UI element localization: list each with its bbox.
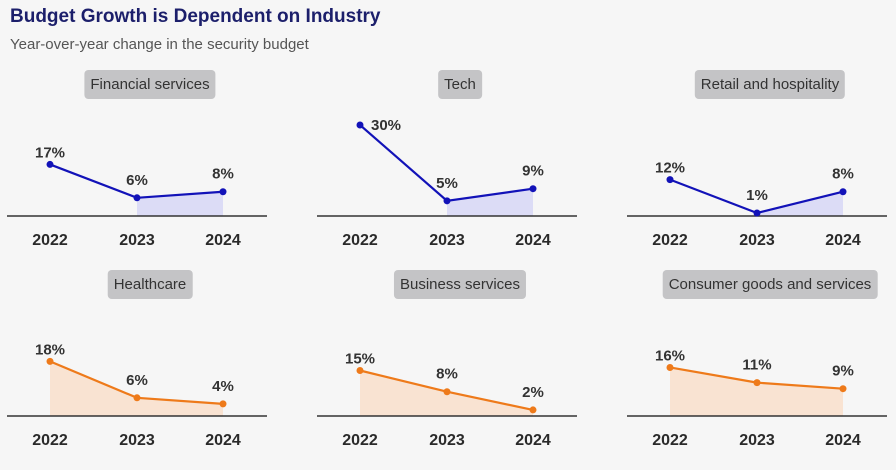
data-label: 2% — [522, 384, 544, 401]
x-tick-label: 2024 — [825, 232, 861, 249]
chart-svg: 16% 2022 11% 2023 9% 2024 — [627, 347, 887, 449]
data-label: 6% — [126, 372, 148, 389]
chart-tech: 30% 2022 5% 2023 9% 2024 Tech — [315, 70, 605, 270]
chart-consumer-goods: 16% 2022 11% 2023 9% 2024 Consumer goods and … — [625, 270, 896, 470]
chart-title: Healthcare — [107, 270, 193, 299]
x-tick-label: 2023 — [739, 432, 775, 449]
area-fill — [137, 191, 223, 216]
data-point — [133, 394, 141, 402]
x-tick-label: 2024 — [515, 232, 551, 249]
page-subtitle: Year-over-year change in the security bu… — [10, 36, 309, 53]
data-label: 6% — [126, 172, 148, 189]
data-point — [219, 400, 227, 408]
x-tick-label: 2022 — [342, 432, 378, 449]
data-point — [356, 121, 364, 129]
data-label: 9% — [522, 163, 544, 180]
chart-title: Financial services — [84, 70, 216, 99]
chart-svg: 15% 2022 8% 2023 2% 2024 — [317, 351, 577, 449]
x-tick-label: 2023 — [119, 432, 155, 449]
x-tick-label: 2023 — [429, 232, 465, 249]
data-label: 16% — [655, 347, 685, 364]
data-point — [356, 367, 364, 374]
data-label: 5% — [436, 175, 458, 192]
area-fill — [447, 188, 533, 216]
x-tick-label: 2024 — [205, 232, 241, 249]
x-tick-label: 2022 — [32, 432, 68, 449]
chart-title: Business services — [393, 270, 527, 299]
chart-title: Retail and hospitality — [694, 70, 846, 99]
chart-title: Consumer goods and services — [662, 270, 878, 299]
chart-retail-hospitality: 12% 2022 1% 2023 8% 2024 Retail and hospitali… — [625, 70, 896, 270]
data-point — [46, 357, 54, 365]
data-label: 12% — [655, 160, 685, 177]
chart-svg: 17% 2022 6% 2023 8% 2024 — [7, 144, 267, 249]
data-point — [839, 188, 847, 196]
data-label: 30% — [371, 117, 401, 134]
data-label: 8% — [436, 366, 458, 383]
x-tick-label: 2024 — [205, 432, 241, 449]
data-label: 11% — [742, 357, 771, 374]
data-point — [529, 406, 537, 414]
area-fill — [50, 361, 223, 416]
data-point — [753, 209, 761, 217]
data-point — [753, 379, 761, 387]
x-tick-label: 2022 — [342, 232, 378, 249]
area-fill — [670, 367, 843, 416]
x-tick-label: 2024 — [515, 432, 551, 449]
data-point — [529, 185, 537, 193]
chart-title: Tech — [438, 70, 482, 99]
data-point — [46, 160, 54, 168]
chart-svg: 18% 2022 6% 2023 4% 2024 — [7, 341, 267, 449]
chart-healthcare: 18% 2022 6% 2023 4% 2024 Healthcare — [5, 270, 295, 470]
x-tick-label: 2023 — [739, 232, 775, 249]
x-tick-label: 2024 — [825, 432, 861, 449]
data-label: 15% — [345, 351, 375, 368]
x-tick-label: 2023 — [119, 232, 155, 249]
data-point — [219, 188, 227, 196]
chart-business-services: 15% 2022 8% 2023 2% 2024 Business services — [315, 270, 605, 470]
data-point — [666, 363, 674, 371]
data-label: 4% — [212, 378, 234, 395]
x-tick-label: 2022 — [652, 232, 688, 249]
chart-svg: 30% 2022 5% 2023 9% 2024 — [317, 117, 577, 249]
data-label: 8% — [832, 166, 854, 183]
data-label: 1% — [746, 187, 768, 204]
data-point — [133, 194, 141, 202]
chart-svg: 12% 2022 1% 2023 8% 2024 — [627, 160, 887, 249]
data-label: 9% — [832, 363, 854, 380]
data-point — [443, 388, 451, 396]
data-point — [666, 176, 674, 184]
page-title: Budget Growth is Dependent on Industry — [10, 6, 381, 27]
x-tick-label: 2022 — [32, 232, 68, 249]
data-point — [839, 385, 847, 393]
x-tick-label: 2022 — [652, 432, 688, 449]
data-label: 8% — [212, 166, 234, 183]
data-label: 17% — [35, 144, 65, 161]
x-tick-label: 2023 — [429, 432, 465, 449]
data-label: 18% — [35, 341, 65, 358]
data-point — [443, 197, 451, 205]
chart-financial-services: 17% 2022 6% 2023 8% 2024 Financial services — [5, 70, 295, 270]
